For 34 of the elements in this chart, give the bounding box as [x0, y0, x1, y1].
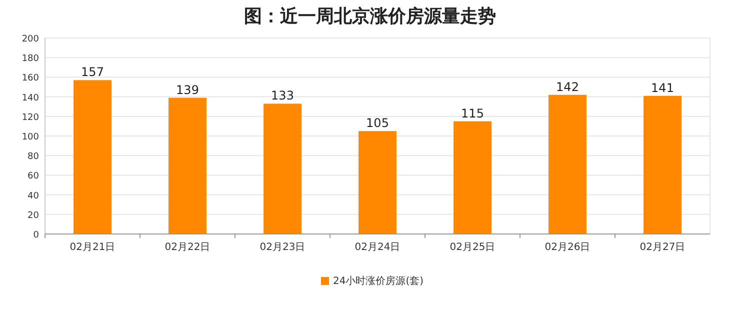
bar: [168, 98, 206, 234]
y-tick-label: 20: [28, 210, 40, 221]
data-label: 141: [651, 80, 674, 95]
x-tick-label: 02月24日: [354, 242, 400, 253]
bar: [74, 80, 112, 234]
y-tick-label: 120: [22, 112, 40, 123]
legend-label: 24小时涨价房源(套): [333, 275, 424, 287]
bar: [264, 104, 302, 234]
data-label: 105: [366, 116, 389, 130]
y-tick-label: 80: [28, 152, 40, 162]
y-tick-label: 140: [22, 93, 40, 104]
bar: [358, 131, 396, 234]
y-tick-label: 160: [22, 74, 40, 84]
data-label: 157: [81, 65, 104, 80]
y-tick-label: 100: [22, 132, 40, 142]
bar: [548, 94, 586, 234]
x-tick-label: 02月21日: [70, 242, 116, 253]
x-tick-label: 02月22日: [164, 242, 210, 253]
bar: [644, 96, 682, 234]
x-tick-label: 02月26日: [544, 242, 590, 253]
bar: [454, 121, 492, 234]
data-label: 133: [271, 88, 294, 103]
y-tick-label: 180: [22, 54, 40, 64]
data-label: 139: [176, 82, 199, 97]
data-label: 115: [461, 106, 484, 120]
y-tick-label: 200: [22, 34, 40, 44]
x-tick-label: 02月23日: [260, 242, 306, 253]
y-tick-label: 40: [28, 191, 40, 202]
x-tick-label: 02月25日: [450, 242, 496, 253]
y-tick-label: 60: [28, 172, 40, 182]
chart-title: 图：近一周北京涨价房源量走势: [244, 6, 496, 27]
x-tick-label: 02月27日: [640, 242, 686, 253]
data-label: 142: [556, 80, 579, 94]
y-tick-label: 0: [33, 230, 40, 240]
